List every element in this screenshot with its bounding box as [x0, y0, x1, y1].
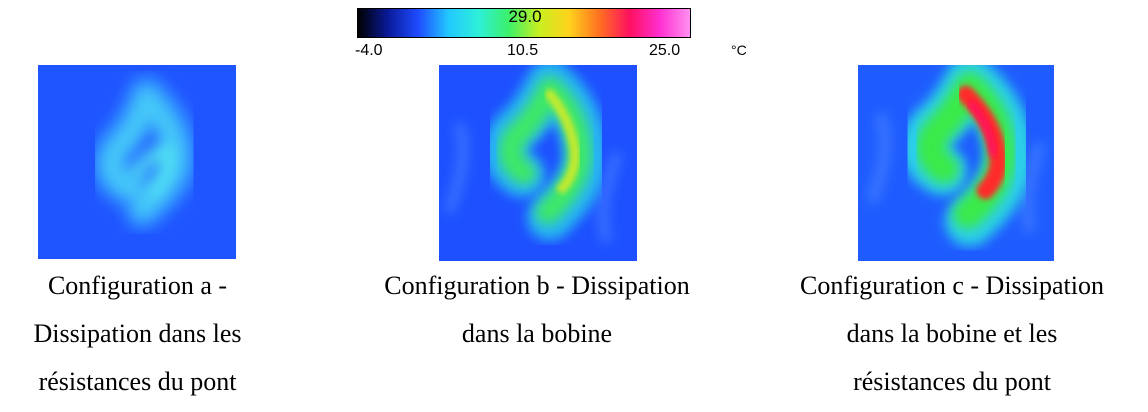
color-scale-max-value: 29.0 — [508, 7, 542, 26]
thermal-image-a-hotspot — [102, 88, 186, 219]
caption-line: Dissipation dans les — [33, 319, 242, 348]
thermal-image-c-core — [968, 100, 997, 157]
caption-configuration-c: Configuration c - Dissipation dans la bo… — [756, 262, 1148, 406]
caption-line: dans la bobine — [461, 319, 613, 348]
color-scale-tick-max: 25.0 — [649, 42, 681, 59]
thermal-image-c-texture — [867, 112, 1045, 233]
thermal-image-a-core — [131, 145, 174, 197]
caption-configuration-b: Configuration b - Dissipation dans la bo… — [330, 262, 744, 358]
thermal-image-a — [38, 65, 236, 259]
color-scale-gradient-bar — [357, 8, 691, 38]
thermal-image-c — [858, 65, 1054, 261]
thermal-image-b — [439, 65, 637, 261]
color-scale: 29.0 -4.0 10.5 25.0 — [355, 6, 695, 66]
caption-configuration-a: Configuration a - Dissipation dans les r… — [0, 262, 275, 406]
color-scale-tick-min: -4.0 — [355, 42, 383, 59]
caption-line: Configuration b - Dissipation — [384, 271, 690, 300]
caption-line: dans la bobine et les — [846, 319, 1058, 348]
temperature-unit-label: °C — [731, 42, 747, 58]
caption-line: Configuration a - — [47, 271, 228, 300]
color-scale-tick-mid: 10.5 — [507, 42, 539, 59]
caption-line: résistances du pont — [38, 367, 237, 396]
caption-line: résistances du pont — [853, 367, 1051, 396]
thermal-image-b-texture — [444, 122, 622, 243]
thermal-image-b-hotspot — [544, 89, 580, 194]
caption-line: Configuration c - Dissipation — [799, 271, 1104, 300]
